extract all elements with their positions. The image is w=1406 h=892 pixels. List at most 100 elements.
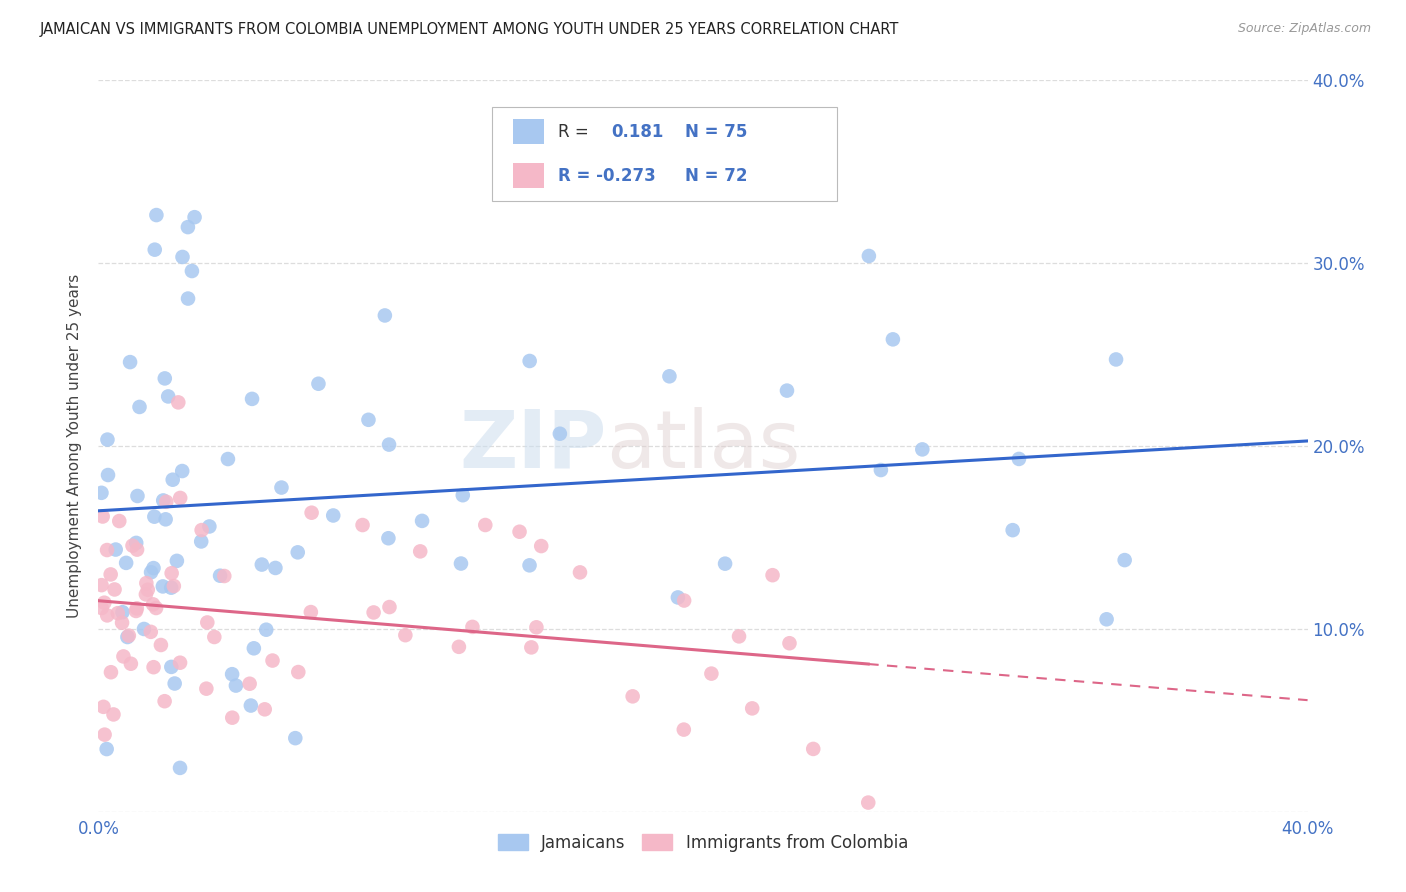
Point (107, 606, 129, 620)
Point (152, 493, 174, 508)
Point (125, 542, 148, 557)
Point (90, 601, 112, 615)
Text: 0.181: 0.181 (612, 123, 664, 141)
Point (163, 579, 186, 593)
Point (262, 654, 284, 668)
Point (378, 600, 401, 615)
Point (409, 544, 432, 558)
Point (377, 531, 399, 545)
Point (127, 489, 149, 503)
Text: JAMAICAN VS IMMIGRANTS FROM COLOMBIA UNEMPLOYMENT AMONG YOUTH UNDER 25 YEARS COR: JAMAICAN VS IMMIGRANTS FROM COLOMBIA UNE… (39, 22, 898, 37)
Point (145, 208, 167, 222)
Point (157, 389, 180, 403)
Point (307, 376, 329, 391)
Point (243, 641, 266, 656)
Text: N = 72: N = 72 (685, 167, 747, 185)
Point (198, 519, 221, 533)
Point (520, 640, 543, 655)
Point (1105, 352, 1128, 367)
Point (120, 355, 142, 369)
Point (858, 796, 880, 810)
Point (104, 542, 127, 557)
Point (132, 622, 155, 636)
Point (728, 629, 751, 643)
Point (1114, 553, 1136, 567)
Point (169, 491, 191, 505)
Point (160, 660, 183, 674)
Point (451, 488, 474, 502)
Point (128, 400, 150, 414)
Point (111, 605, 134, 619)
Point (142, 660, 165, 674)
Point (153, 371, 176, 385)
Point (264, 561, 287, 575)
Point (870, 463, 893, 477)
Point (217, 452, 239, 467)
Y-axis label: Unemployment Among Youth under 25 years: Unemployment Among Youth under 25 years (67, 274, 83, 618)
Point (239, 677, 262, 691)
Point (352, 518, 374, 533)
Point (136, 582, 159, 597)
Point (301, 506, 323, 520)
Point (621, 690, 644, 704)
Point (100, 665, 122, 680)
Point (221, 667, 243, 681)
Text: Source: ZipAtlas.com: Source: ZipAtlas.com (1237, 22, 1371, 36)
Point (143, 243, 166, 257)
Point (115, 556, 138, 570)
Point (1001, 523, 1024, 537)
Point (548, 426, 571, 441)
Point (526, 620, 548, 634)
Point (160, 581, 183, 595)
Point (254, 623, 277, 637)
Point (411, 514, 433, 528)
Point (96, 608, 118, 623)
Point (142, 598, 165, 612)
Point (322, 508, 344, 523)
Point (103, 707, 125, 722)
Point (530, 539, 553, 553)
Point (270, 481, 292, 495)
Point (357, 413, 380, 427)
Point (177, 292, 200, 306)
Point (882, 332, 904, 346)
Point (519, 558, 541, 573)
Point (911, 442, 934, 457)
Point (569, 566, 592, 580)
Text: N = 75: N = 75 (685, 123, 747, 141)
Point (139, 566, 162, 580)
Point (858, 249, 880, 263)
Point (374, 309, 396, 323)
Point (172, 250, 194, 264)
Point (135, 576, 157, 591)
Point (135, 587, 157, 601)
Point (163, 676, 186, 690)
Point (714, 557, 737, 571)
Point (96, 543, 118, 558)
Point (152, 579, 174, 593)
Point (761, 568, 783, 582)
Point (111, 615, 134, 630)
Point (112, 649, 135, 664)
Point (145, 601, 167, 615)
Point (155, 495, 177, 509)
Point (117, 630, 139, 644)
Point (287, 545, 309, 559)
Point (183, 210, 205, 224)
Point (779, 636, 801, 650)
Point (172, 464, 194, 478)
Point (801, 742, 824, 756)
Point (91, 509, 114, 524)
Text: R = -0.273: R = -0.273 (558, 167, 657, 185)
Point (447, 640, 470, 654)
Point (363, 606, 385, 620)
Point (118, 629, 141, 643)
Point (177, 220, 200, 235)
Point (190, 534, 212, 549)
Point (239, 698, 262, 713)
Point (195, 615, 218, 630)
Point (93, 596, 115, 610)
Point (378, 437, 401, 451)
Point (143, 509, 166, 524)
Point (162, 473, 184, 487)
